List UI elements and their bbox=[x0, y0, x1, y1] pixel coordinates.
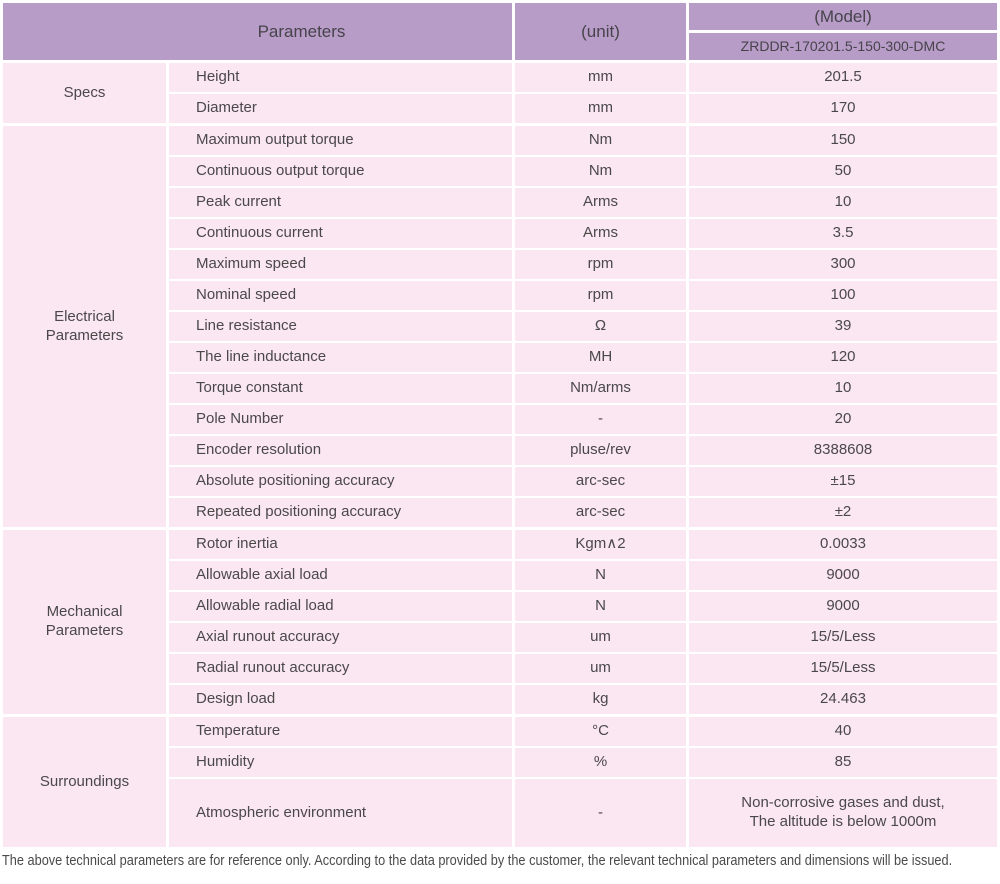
unit-cell: arc-sec bbox=[515, 498, 686, 527]
value-cell: 40 bbox=[689, 717, 997, 746]
value-cell: 10 bbox=[689, 374, 997, 403]
unit-cell: Ω bbox=[515, 312, 686, 341]
model-header-cell: (Model) bbox=[689, 3, 997, 30]
unit-cell: Arms bbox=[515, 219, 686, 248]
param-name-cell: Rotor inertia bbox=[169, 530, 512, 559]
table-section: Mechanical Parameters Rotor inertia Kgm∧2 0… bbox=[3, 530, 997, 714]
param-name-cell: Humidity bbox=[169, 748, 512, 777]
value-cell: 15/5/Less bbox=[689, 623, 997, 652]
value-cell: 0.0033 bbox=[689, 530, 997, 559]
param-name-cell: Axial runout accuracy bbox=[169, 623, 512, 652]
table-body: Specs Height mm 201.5 Diameter mm 170 Electrica… bbox=[3, 63, 997, 847]
unit-cell: Nm bbox=[515, 157, 686, 186]
param-name-cell: Torque constant bbox=[169, 374, 512, 403]
unit-cell: mm bbox=[515, 63, 686, 92]
param-name-cell: Continuous current bbox=[169, 219, 512, 248]
section-category: Mechanical Parameters bbox=[3, 530, 166, 714]
unit-cell: N bbox=[515, 561, 686, 590]
unit-cell: kg bbox=[515, 685, 686, 714]
value-cell: 15/5/Less bbox=[689, 654, 997, 683]
unit-cell: mm bbox=[515, 94, 686, 123]
value-cell: 100 bbox=[689, 281, 997, 310]
unit-cell: um bbox=[515, 654, 686, 683]
value-cell: Non-corrosive gases and dust, The altitu… bbox=[689, 779, 997, 847]
model-header-stack: (Model) ZRDDR-170201.5-150-300-DMC bbox=[689, 3, 997, 60]
param-name-cell: Diameter bbox=[169, 94, 512, 123]
param-name-cell: Continuous output torque bbox=[169, 157, 512, 186]
value-cell: 120 bbox=[689, 343, 997, 372]
unit-cell: °C bbox=[515, 717, 686, 746]
table-section: Specs Height mm 201.5 Diameter mm 170 bbox=[3, 63, 997, 123]
section-category: Electrical Parameters bbox=[3, 126, 166, 527]
param-name-cell: Repeated positioning accuracy bbox=[169, 498, 512, 527]
parameters-header-cell: Parameters bbox=[3, 3, 512, 60]
value-cell: 9000 bbox=[689, 592, 997, 621]
param-name-cell: Height bbox=[169, 63, 512, 92]
value-cell: 39 bbox=[689, 312, 997, 341]
table-section: Electrical Parameters Maximum output torq… bbox=[3, 126, 997, 527]
param-name-cell: Absolute positioning accuracy bbox=[169, 467, 512, 496]
unit-header-cell: (unit) bbox=[515, 3, 686, 60]
param-name-cell: Temperature bbox=[169, 717, 512, 746]
value-cell: 9000 bbox=[689, 561, 997, 590]
unit-cell: Nm/arms bbox=[515, 374, 686, 403]
value-cell: 170 bbox=[689, 94, 997, 123]
footnote: The above technical parameters are for r… bbox=[2, 852, 953, 869]
param-name-cell: Allowable axial load bbox=[169, 561, 512, 590]
value-cell: 201.5 bbox=[689, 63, 997, 92]
value-cell: 20 bbox=[689, 405, 997, 434]
param-name-cell: Nominal speed bbox=[169, 281, 512, 310]
value-cell: ±2 bbox=[689, 498, 997, 527]
section-category: Specs bbox=[3, 63, 166, 123]
param-name-cell: Line resistance bbox=[169, 312, 512, 341]
model-number-cell: ZRDDR-170201.5-150-300-DMC bbox=[689, 33, 997, 60]
param-name-cell: Maximum output torque bbox=[169, 126, 512, 155]
value-cell: 8388608 bbox=[689, 436, 997, 465]
param-name-cell: Peak current bbox=[169, 188, 512, 217]
value-cell: 3.5 bbox=[689, 219, 997, 248]
unit-cell: rpm bbox=[515, 281, 686, 310]
param-name-cell: Maximum speed bbox=[169, 250, 512, 279]
unit-cell: - bbox=[515, 779, 686, 847]
value-cell: 24.463 bbox=[689, 685, 997, 714]
param-name-cell: Radial runout accuracy bbox=[169, 654, 512, 683]
unit-cell: MH bbox=[515, 343, 686, 372]
table-section: Surroundings Temperature °C 40 Humidity% 85 At… bbox=[3, 717, 997, 847]
unit-cell: Kgm∧2 bbox=[515, 530, 686, 559]
unit-cell: rpm bbox=[515, 250, 686, 279]
param-name-cell: Allowable radial load bbox=[169, 592, 512, 621]
value-cell: 85 bbox=[689, 748, 997, 777]
param-name-cell: Atmospheric environment bbox=[169, 779, 512, 847]
parameters-table: Parameters (unit) (Model) ZRDDR-170201.5… bbox=[3, 3, 997, 847]
unit-cell: Arms bbox=[515, 188, 686, 217]
value-cell: 300 bbox=[689, 250, 997, 279]
value-cell: 50 bbox=[689, 157, 997, 186]
param-name-cell: Design load bbox=[169, 685, 512, 714]
value-cell: 10 bbox=[689, 188, 997, 217]
unit-cell: Nm bbox=[515, 126, 686, 155]
unit-cell: - bbox=[515, 405, 686, 434]
unit-cell: % bbox=[515, 748, 686, 777]
value-cell: 150 bbox=[689, 126, 997, 155]
unit-cell: pluse/rev bbox=[515, 436, 686, 465]
param-name-cell: Pole Number bbox=[169, 405, 512, 434]
unit-cell: N bbox=[515, 592, 686, 621]
unit-cell: arc-sec bbox=[515, 467, 686, 496]
param-name-cell: Encoder resolution bbox=[169, 436, 512, 465]
value-cell: ±15 bbox=[689, 467, 997, 496]
table-header-row: Parameters (unit) (Model) ZRDDR-170201.5… bbox=[3, 3, 997, 60]
param-name-cell: The line inductance bbox=[169, 343, 512, 372]
section-category: Surroundings bbox=[3, 717, 166, 847]
unit-cell: um bbox=[515, 623, 686, 652]
